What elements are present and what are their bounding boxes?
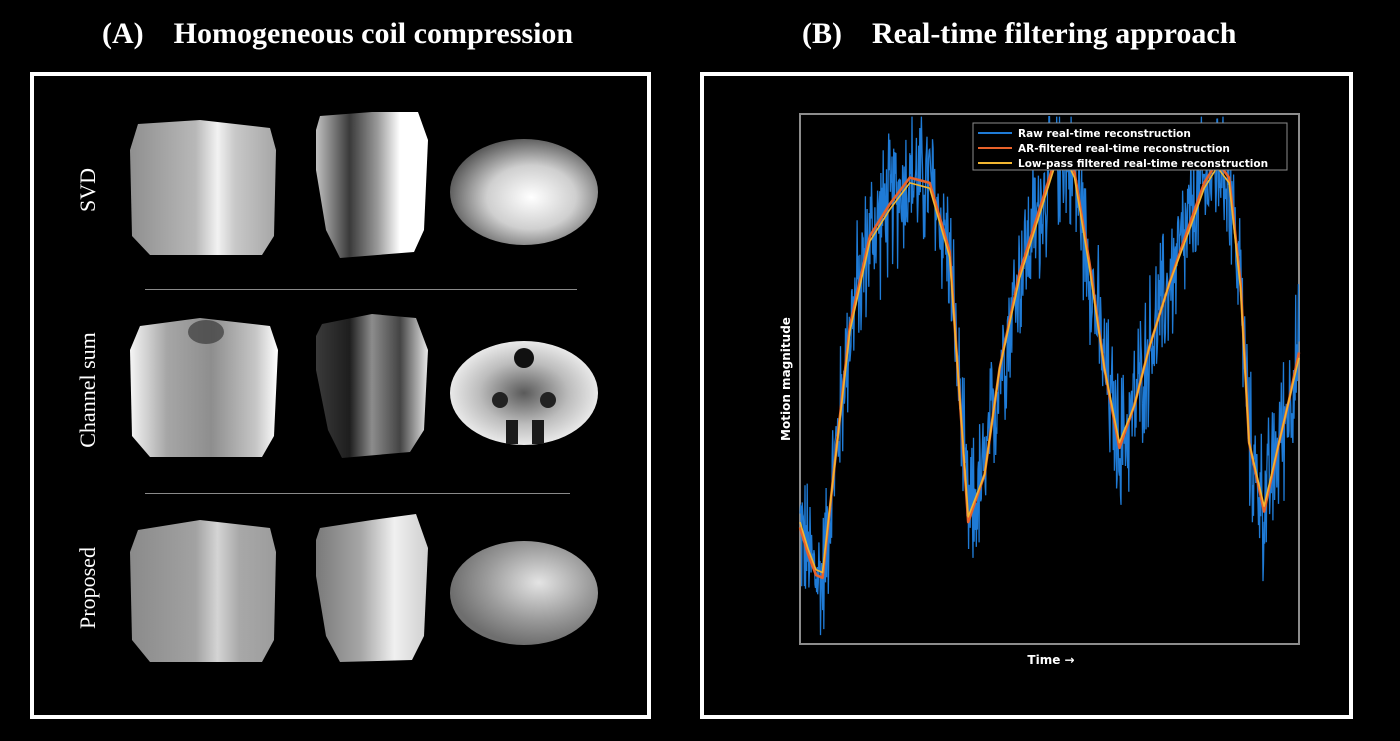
channel-sum-tall-slice	[316, 314, 428, 458]
legend-label-ar: AR-filtered real-time reconstruction	[1018, 143, 1230, 155]
legend-box	[972, 122, 1288, 171]
row-separator	[145, 493, 570, 494]
channel-sum-oval-slice	[450, 341, 598, 445]
legend-label-lowpass: Low-pass filtered real-time reconstructi…	[1018, 158, 1268, 170]
panel-b-frame	[700, 72, 1353, 719]
channel-sum-square-slice	[130, 318, 278, 457]
panel-b-letter: (B)	[802, 17, 842, 50]
proposed-tall-slice	[316, 514, 428, 662]
panel-a-title: (A) Homogeneous coil compression	[102, 14, 573, 54]
panel-b-title: (B) Real-time filtering approach	[802, 14, 1236, 54]
panel-a-letter: (A)	[102, 17, 144, 50]
legend-label-raw: Raw real-time reconstruction	[1018, 128, 1191, 140]
x-axis-label: Time →	[1027, 653, 1074, 667]
y-axis-label: Motion magnitude	[779, 317, 793, 441]
panel-b-title-text: Real-time filtering approach	[872, 17, 1237, 50]
panel-a-title-text: Homogeneous coil compression	[173, 17, 574, 50]
proposed-square-slice	[130, 520, 276, 662]
plot-area	[799, 113, 1300, 645]
legend: Raw real-time reconstruction AR-filtered…	[972, 122, 1288, 171]
svd-oval-slice	[450, 139, 598, 245]
row-separator	[145, 289, 577, 290]
series-line-raw	[799, 115, 1300, 636]
svd-square-slice	[130, 120, 276, 255]
proposed-oval-slice	[450, 541, 598, 645]
svd-tall-slice	[316, 112, 428, 258]
series-layer	[798, 115, 1301, 636]
